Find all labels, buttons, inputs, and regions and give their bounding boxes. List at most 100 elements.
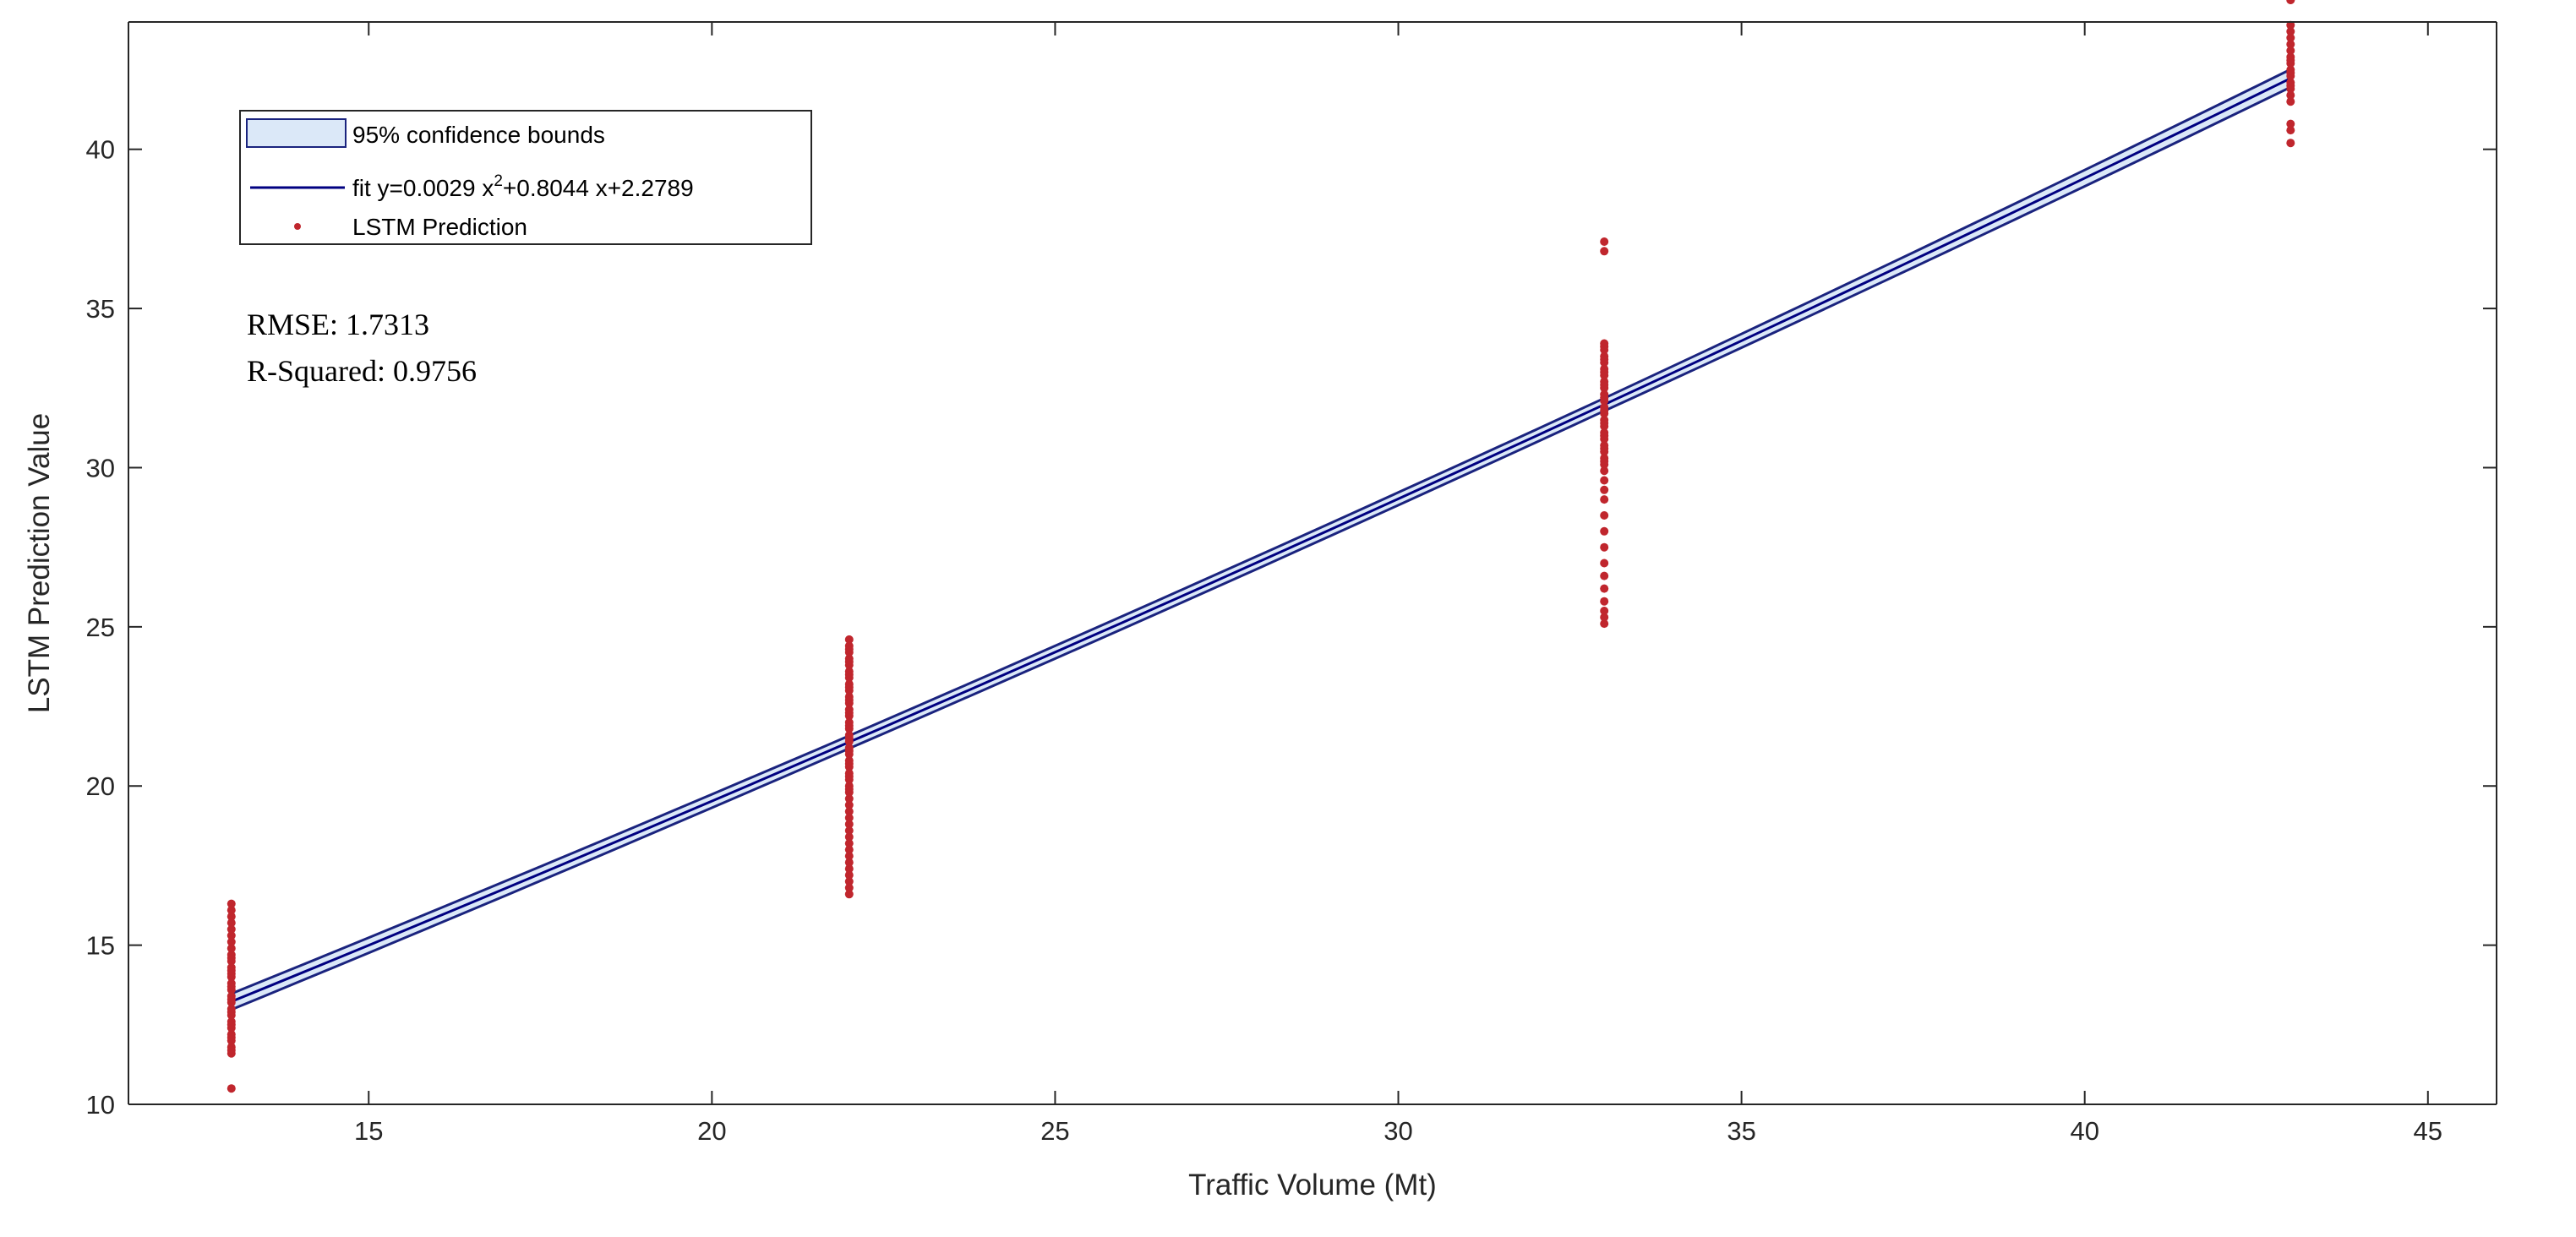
fit-line bbox=[231, 77, 2291, 1003]
data-point bbox=[844, 877, 854, 886]
data-point bbox=[1600, 393, 1609, 402]
data-point bbox=[1600, 542, 1609, 552]
data-point bbox=[2286, 97, 2295, 106]
data-point bbox=[226, 1046, 236, 1054]
data-point bbox=[844, 785, 854, 793]
data-point bbox=[844, 721, 854, 730]
data-point bbox=[226, 906, 236, 915]
data-point bbox=[1600, 342, 1609, 351]
data-point bbox=[844, 645, 854, 654]
data-point bbox=[844, 852, 854, 861]
data-point bbox=[1600, 237, 1609, 246]
data-point bbox=[1600, 559, 1609, 568]
data-point bbox=[226, 1033, 236, 1042]
data-point bbox=[844, 708, 854, 717]
data-point bbox=[1600, 444, 1609, 453]
confidence-lower-line bbox=[231, 85, 2291, 1011]
data-point bbox=[844, 683, 854, 692]
data-point bbox=[844, 864, 854, 874]
data-point bbox=[844, 870, 854, 880]
plot-area bbox=[226, 0, 2295, 1093]
data-point bbox=[844, 832, 854, 842]
x-tick-label: 15 bbox=[354, 1116, 383, 1146]
data-point bbox=[1600, 485, 1609, 494]
data-point bbox=[844, 807, 854, 816]
y-tick-label: 10 bbox=[86, 1090, 115, 1120]
data-point bbox=[226, 1007, 236, 1016]
annotations: RMSE: 1.7313 R-Squared: 0.9756 bbox=[247, 308, 477, 388]
data-point bbox=[2286, 46, 2295, 55]
data-point bbox=[226, 924, 236, 934]
data-point bbox=[1600, 571, 1609, 580]
x-axis-title: Traffic Volume (Mt) bbox=[1188, 1169, 1437, 1202]
data-point bbox=[226, 912, 236, 921]
x-tick-label: 30 bbox=[1384, 1116, 1412, 1146]
data-point bbox=[844, 657, 854, 667]
data-point bbox=[1600, 368, 1609, 377]
legend-bounds-label: 95% confidence bounds bbox=[352, 122, 605, 148]
data-point bbox=[226, 1020, 236, 1029]
y-tick-label: 30 bbox=[86, 453, 115, 482]
data-point bbox=[844, 695, 854, 705]
data-point bbox=[844, 839, 854, 848]
data-point bbox=[2286, 20, 2295, 30]
data-point bbox=[1600, 247, 1609, 256]
data-point bbox=[2286, 81, 2295, 90]
x-tick-label: 20 bbox=[697, 1116, 726, 1146]
y-tick-label: 15 bbox=[86, 931, 115, 961]
data-point bbox=[2286, 126, 2295, 135]
data-point bbox=[1600, 355, 1609, 364]
data-point bbox=[226, 944, 236, 953]
data-point bbox=[1600, 495, 1609, 504]
data-point bbox=[1600, 613, 1609, 622]
data-point bbox=[844, 771, 854, 781]
data-point bbox=[226, 937, 236, 946]
data-point bbox=[1600, 526, 1609, 536]
data-point bbox=[1600, 607, 1609, 615]
data-point bbox=[844, 890, 854, 899]
y-axis-title: LSTM Prediction Value bbox=[23, 413, 56, 713]
x-tick-label: 35 bbox=[1727, 1116, 1755, 1146]
data-point bbox=[226, 966, 236, 975]
data-point bbox=[226, 918, 236, 928]
data-point bbox=[844, 746, 854, 755]
y-tick-label: 40 bbox=[86, 135, 115, 165]
data-point bbox=[1600, 431, 1609, 440]
data-point bbox=[844, 826, 854, 835]
data-point bbox=[226, 1084, 236, 1093]
data-point bbox=[844, 670, 854, 679]
legend-fit-label-suffix: +0.8044 x+2.2789 bbox=[503, 175, 694, 201]
rmse-annotation: RMSE: 1.7313 bbox=[247, 308, 429, 341]
x-tick-label: 45 bbox=[2414, 1116, 2442, 1146]
data-point bbox=[1600, 466, 1609, 476]
data-point bbox=[2286, 68, 2295, 78]
data-point bbox=[844, 858, 854, 867]
y-tick-label: 20 bbox=[86, 771, 115, 801]
data-point bbox=[226, 953, 236, 962]
data-point bbox=[226, 899, 236, 908]
data-point bbox=[1600, 597, 1609, 606]
data-point bbox=[226, 982, 236, 991]
r-squared-annotation: R-Squared: 0.9756 bbox=[247, 354, 477, 388]
data-point bbox=[2286, 90, 2295, 100]
legend: 95% confidence bounds fit y=0.0029 x2+0.… bbox=[239, 110, 812, 245]
data-point bbox=[1600, 418, 1609, 428]
data-point bbox=[1600, 584, 1609, 593]
y-tick-label: 35 bbox=[86, 294, 115, 324]
axes: 15 20 25 30 35 40 45 10 15 20 25 30 35 40 Traffic Volu… bbox=[23, 21, 2497, 1202]
data-point bbox=[844, 813, 854, 822]
data-point bbox=[844, 800, 854, 809]
data-point bbox=[2286, 0, 2295, 4]
data-point bbox=[1600, 511, 1609, 520]
x-tick-label: 40 bbox=[2070, 1116, 2098, 1146]
data-point bbox=[844, 845, 854, 854]
legend-fit-label-prefix: fit y=0.0029 x bbox=[352, 175, 494, 201]
data-point bbox=[1600, 476, 1609, 485]
data-point bbox=[2286, 119, 2295, 128]
data-point bbox=[1600, 456, 1609, 466]
legend-fit-label-sup: 2 bbox=[494, 172, 503, 190]
data-point bbox=[1600, 406, 1609, 415]
data-point bbox=[2286, 33, 2295, 42]
